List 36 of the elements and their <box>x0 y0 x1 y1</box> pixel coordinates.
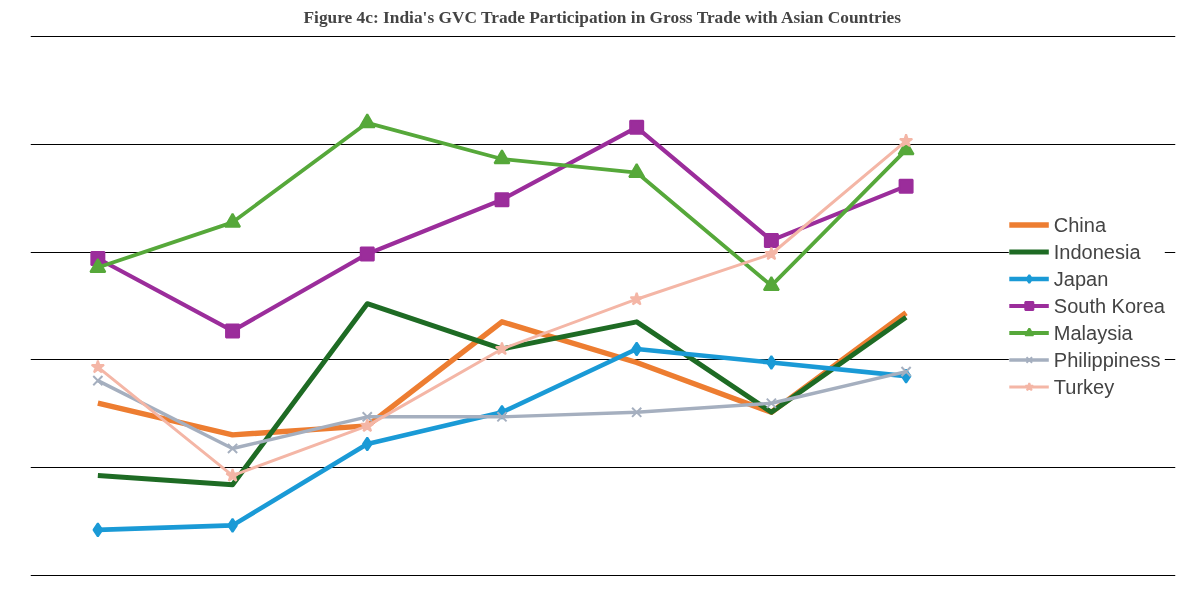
point <box>629 291 644 306</box>
point <box>224 212 242 228</box>
legend-label: China <box>1053 213 1107 236</box>
point <box>496 411 508 423</box>
point <box>494 341 510 356</box>
point <box>631 341 643 357</box>
point <box>361 411 373 423</box>
point <box>90 359 106 374</box>
point <box>359 246 375 262</box>
legend-label: Japan <box>1053 267 1109 290</box>
point <box>361 436 373 452</box>
point <box>765 397 777 409</box>
point <box>226 442 239 455</box>
legend-label: Malaysia <box>1053 321 1133 344</box>
point <box>898 178 914 194</box>
point <box>764 246 779 261</box>
point <box>763 232 779 248</box>
legend-label: Indonesia <box>1053 240 1141 263</box>
point <box>628 162 646 178</box>
point <box>225 323 241 339</box>
point <box>360 418 375 433</box>
point <box>629 119 645 135</box>
point <box>494 192 510 208</box>
point <box>493 149 511 165</box>
point <box>631 406 643 418</box>
point <box>900 365 912 378</box>
legend-label: Philippiness <box>1053 348 1161 371</box>
legend-label: Turkey <box>1053 375 1115 398</box>
chart-title: Figure 4c: India's GVC Trade Participation in Gross Trade with Asian Countries <box>303 7 902 27</box>
point <box>92 522 104 538</box>
point <box>92 375 104 387</box>
point <box>89 257 107 273</box>
legend-label: South Korea <box>1053 294 1165 317</box>
point <box>358 113 376 129</box>
point <box>898 133 914 148</box>
point <box>225 468 240 482</box>
